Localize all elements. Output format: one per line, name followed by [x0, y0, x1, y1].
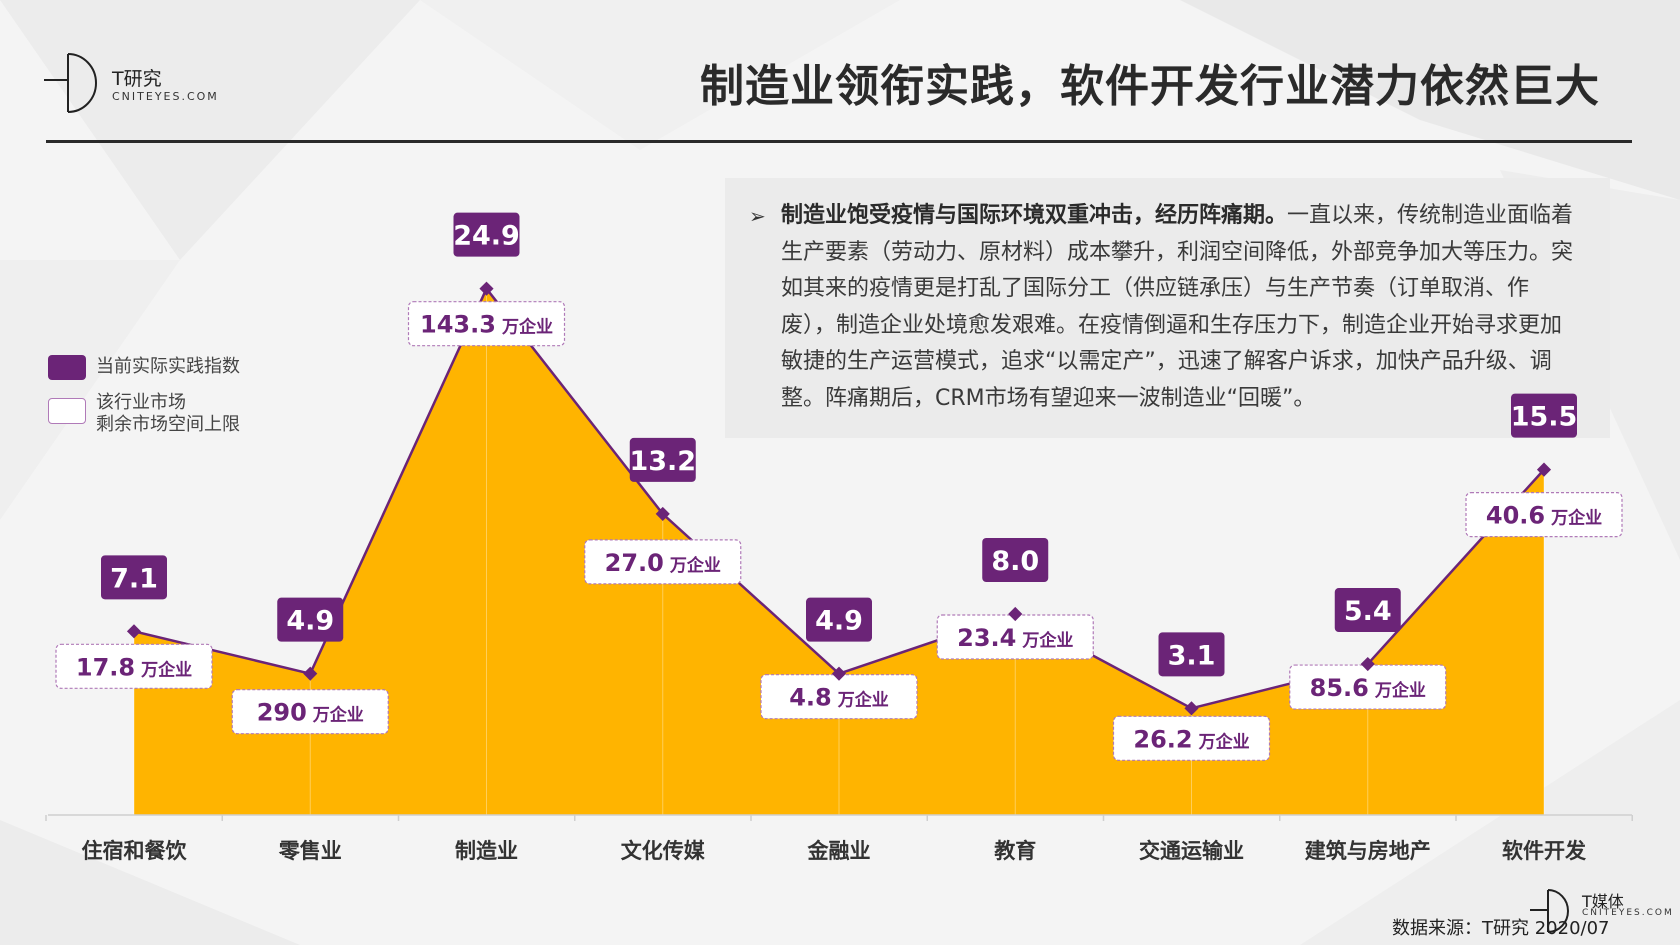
brand-domain: CNITEYES.COM [112, 90, 219, 103]
footer-brand-domain: CNITEYES.COM [1582, 908, 1674, 918]
space-label: 23.4 万企业 [957, 624, 1073, 652]
data-point-marker [303, 666, 318, 681]
x-tick-label: 建筑与房地产 [1305, 839, 1431, 863]
legend-swatch-filled [48, 355, 86, 380]
data-point-marker [831, 666, 847, 681]
index-label: 24.9 [453, 221, 520, 252]
space-value: 23.4 [957, 624, 1016, 652]
data-point-marker [126, 624, 142, 639]
data-point-marker [1536, 462, 1552, 477]
x-tick-label: 金融业 [807, 839, 871, 863]
legend-label-space-1: 该行业市场 [96, 392, 186, 413]
space-unit: 万企业 [1198, 731, 1250, 752]
x-tick-label: 教育 [994, 839, 1036, 863]
space-value: 143.3 [420, 311, 496, 339]
space-unit: 万企业 [1021, 630, 1073, 651]
title-divider [46, 140, 1632, 143]
index-label: 7.1 [110, 563, 158, 594]
space-unit: 万企业 [140, 659, 192, 680]
index-badge [101, 555, 167, 600]
brand-logo: T研究 CNITEYES.COM [44, 50, 244, 120]
space-label: 17.8 万企业 [76, 653, 192, 681]
x-tick-label: 零售业 [278, 839, 342, 863]
area-fill [134, 288, 1544, 815]
space-label-box [231, 689, 389, 735]
space-label-box [584, 539, 742, 585]
space-unit: 万企业 [312, 705, 364, 726]
bullet-arrow-icon: ➢ [749, 204, 766, 228]
data-point-marker [1184, 701, 1199, 716]
x-tick-label: 住宿和餐饮 [82, 839, 188, 863]
index-badge [277, 597, 344, 642]
legend-label-space-2: 剩余市场空间上限 [96, 414, 240, 435]
commentary-paragraph: 制造业饱受疫情与国际环境双重冲击，经历阵痛期。一直以来，传统制造业面临着生产要素… [781, 198, 1581, 417]
x-tick-label: 文化传媒 [621, 839, 706, 863]
legend-label-index: 当前实际实践指数 [96, 356, 240, 377]
footer-brand-name: T媒体 [1582, 892, 1624, 911]
space-unit: 万企业 [501, 317, 553, 338]
commentary-lead: 制造业饱受疫情与国际环境双重冲击，经历阵痛期。 [781, 203, 1288, 228]
index-badge [453, 212, 520, 257]
space-label: 290 万企业 [257, 699, 364, 727]
x-tick-label: 制造业 [455, 839, 518, 863]
index-label: 13.2 [629, 446, 696, 477]
data-point-marker [479, 281, 494, 296]
commentary-body: 一直以来，传统制造业面临着生产要素（劳动力、原材料）成本攀升，利润空间降低，外部… [781, 203, 1574, 411]
data-source: 数据来源：T研究 2020/07 [1392, 918, 1610, 939]
space-label-box [1112, 715, 1271, 761]
data-point-marker [1360, 656, 1375, 672]
commentary-box: ➢ 制造业饱受疫情与国际环境双重冲击，经历阵痛期。一直以来，传统制造业面临着生产… [725, 178, 1610, 438]
brand-name: T研究 [112, 68, 162, 90]
footer-mark-icon [1530, 889, 1569, 933]
space-label-box [1465, 492, 1623, 538]
space-value: 27.0 [605, 549, 664, 577]
space-label-box [407, 301, 566, 347]
brand-mark-icon [44, 53, 97, 113]
x-tick-label: 软件开发 [1502, 839, 1587, 863]
index-label: 3.1 [1168, 640, 1216, 671]
index-label: 15.5 [1511, 402, 1578, 433]
space-label: 143.3 万企业 [420, 311, 553, 339]
index-badge [806, 597, 872, 642]
footer-logo: T媒体 CNITEYES.COM [1528, 886, 1678, 936]
index-label: 8.0 [991, 546, 1039, 577]
space-value: 26.2 [1133, 725, 1192, 753]
page-title: 制造业领衔实践，软件开发行业潜力依然巨大 [700, 61, 1600, 112]
x-tick-label: 交通运输业 [1139, 839, 1244, 863]
index-badge [1334, 588, 1401, 633]
space-label: 85.6 万企业 [1310, 674, 1426, 702]
space-value: 4.8 [789, 684, 832, 712]
space-unit: 万企业 [1374, 680, 1426, 701]
space-label-box [55, 643, 213, 689]
index-badge [1158, 632, 1225, 677]
space-unit: 万企业 [669, 555, 721, 576]
space-unit: 万企业 [1550, 508, 1602, 529]
index-label: 5.4 [1344, 596, 1392, 627]
space-label: 40.6 万企业 [1486, 502, 1602, 530]
space-label: 26.2 万企业 [1133, 725, 1249, 753]
index-badge [629, 437, 696, 482]
index-label: 4.9 [286, 606, 334, 637]
index-label: 4.9 [815, 606, 863, 637]
space-value: 40.6 [1486, 502, 1545, 530]
space-value: 17.8 [76, 653, 135, 681]
data-point-marker [1008, 606, 1023, 622]
index-badge [1511, 393, 1577, 438]
space-value: 290 [257, 699, 307, 727]
index-badge [982, 538, 1049, 582]
space-label: 27.0 万企业 [605, 549, 721, 577]
space-unit: 万企业 [837, 690, 889, 711]
legend-swatch-open [48, 398, 86, 424]
space-label: 4.8 万企业 [789, 684, 889, 712]
space-value: 85.6 [1310, 674, 1369, 702]
